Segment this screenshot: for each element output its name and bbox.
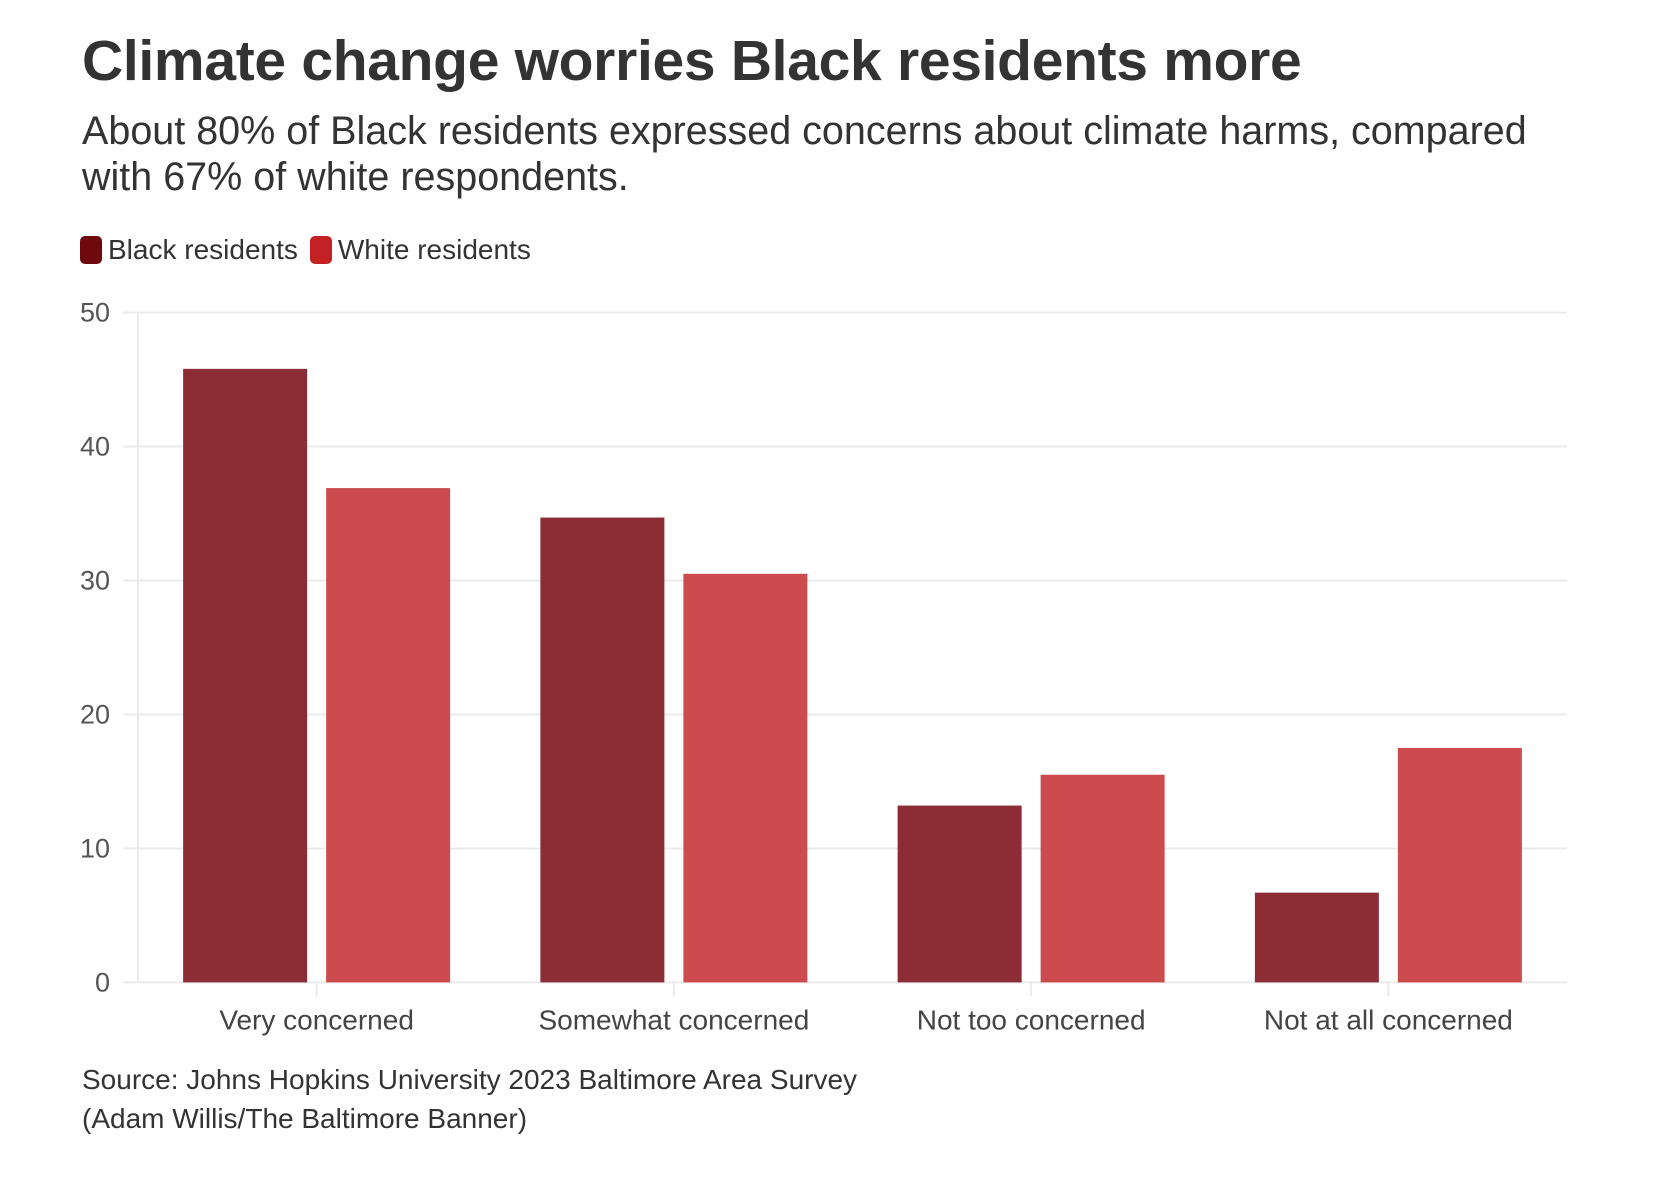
legend-label-black-residents: Black residents: [108, 234, 298, 265]
y-tick-label-10: 10: [80, 833, 110, 863]
x-tick-label-very-concerned: Very concerned: [219, 1004, 414, 1035]
bar-black-residents-not-at-all-concerned: [1254, 892, 1379, 983]
bar-white-residents-somewhat-concerned: [683, 573, 808, 983]
x-tick-label-not-too-concerned: Not too concerned: [917, 1004, 1146, 1035]
y-tick-label-0: 0: [95, 967, 110, 997]
legend-item-black-residents: Black residents: [80, 234, 298, 266]
source-text: Source: Johns Hopkins University 2023 Ba…: [82, 1064, 858, 1095]
chart-subtitle: About 80% of Black residents expressed c…: [82, 109, 1527, 199]
y-tick-label-50: 50: [80, 298, 110, 328]
bar-black-residents-very-concerned: [183, 368, 308, 983]
bar-white-residents-very-concerned: [326, 488, 451, 983]
y-tick-label-40: 40: [80, 432, 110, 462]
legend-label-white-residents: White residents: [337, 234, 531, 265]
source-note: Source: Johns Hopkins University 2023 Ba…: [82, 1060, 857, 1138]
chart-title: Climate change worries Black residents m…: [82, 29, 1302, 93]
legend-swatch-white-residents: [309, 236, 332, 264]
x-tick-label-not-at-all-concerned: Not at all concerned: [1264, 1004, 1513, 1035]
bar-black-residents-somewhat-concerned: [540, 517, 665, 983]
credit-text: (Adam Willis/The Baltimore Banner): [82, 1103, 528, 1134]
y-tick-label-30: 30: [80, 566, 110, 596]
x-tick-label-somewhat-concerned: Somewhat concerned: [538, 1004, 809, 1035]
legend-item-white-residents: White residents: [309, 234, 531, 266]
legend: Black residents White residents: [80, 234, 543, 266]
y-tick-label-20: 20: [80, 699, 110, 729]
legend-swatch-black-residents: [80, 236, 102, 264]
bar-white-residents-not-too-concerned: [1040, 774, 1165, 983]
bar-white-residents-not-at-all-concerned: [1397, 747, 1522, 983]
bar-black-residents-not-too-concerned: [897, 805, 1022, 983]
